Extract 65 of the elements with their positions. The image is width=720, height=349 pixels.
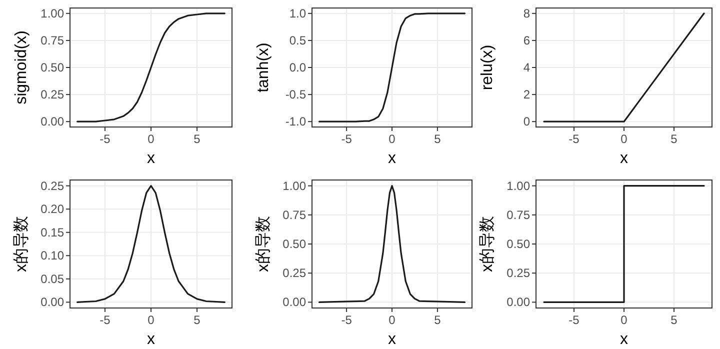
y-tick-label: 0.25 — [506, 266, 530, 280]
y-tick-label: 0.25 — [282, 266, 306, 280]
x-tick-label: 5 — [434, 132, 442, 146]
x-tick-label: 5 — [670, 313, 678, 327]
x-axis-title: x — [388, 331, 396, 348]
x-tick-label: 0 — [388, 313, 396, 327]
y-tick-label: 0.5 — [289, 33, 306, 48]
y-axis-title: x的导数 — [13, 216, 30, 272]
x-tick-label: -5 — [341, 132, 352, 146]
line-series — [76, 12, 226, 122]
y-tick-label: 0.10 — [40, 248, 64, 263]
x-tick-label: 0 — [148, 132, 155, 146]
y-tick-label: 6 — [523, 33, 530, 48]
y-tick-label: 1.00 — [506, 178, 530, 193]
y-tick-label: 2 — [523, 88, 530, 102]
y-tick-label: 1.00 — [282, 178, 306, 193]
x-tick-label: 5 — [434, 313, 442, 327]
y-tick-label: 0.50 — [506, 237, 530, 251]
y-tick-label: 0.00 — [40, 295, 64, 310]
y-axis-title: x的导数 — [479, 216, 496, 272]
x-tick-label: 0 — [388, 132, 396, 146]
x-tick-label: 5 — [194, 313, 201, 327]
y-axis-title: x的导数 — [255, 216, 272, 272]
x-axis-title: x — [620, 331, 628, 348]
line-series — [318, 12, 466, 122]
y-tick-label: 0.05 — [40, 272, 64, 286]
y-tick-label: 0.75 — [506, 208, 530, 222]
x-tick-label: 0 — [148, 313, 155, 327]
y-tick-label: 1.00 — [40, 6, 64, 20]
y-axis-title: sigmoid(x) — [13, 30, 30, 104]
x-axis-title: x — [147, 150, 155, 167]
x-tick-label: -5 — [100, 132, 111, 146]
x-tick-label: 5 — [670, 132, 678, 146]
x-tick-label: 5 — [194, 132, 201, 146]
y-tick-label: 0.25 — [40, 88, 64, 102]
y-tick-label: 0.00 — [506, 295, 530, 310]
line-series — [318, 185, 466, 303]
y-tick-label: -1.0 — [285, 114, 306, 129]
line-series — [76, 185, 226, 303]
x-axis-title: x — [620, 150, 628, 167]
y-tick-label: 0.0 — [289, 60, 306, 74]
y-tick-label: 0.00 — [40, 114, 64, 129]
x-tick-label: -5 — [568, 132, 580, 146]
y-tick-label: 0.20 — [40, 202, 64, 216]
y-tick-label: 0.75 — [40, 33, 64, 48]
x-tick-label: -5 — [100, 313, 111, 327]
x-tick-label: -5 — [568, 313, 580, 327]
y-tick-label: 1.0 — [289, 6, 306, 20]
x-tick-label: 0 — [620, 132, 628, 146]
y-tick-label: 0.50 — [282, 237, 306, 251]
x-axis-title: x — [388, 150, 396, 167]
y-axis-title: relu(x) — [479, 44, 496, 90]
y-tick-label: 0 — [523, 114, 530, 129]
y-tick-label: 0.75 — [282, 208, 306, 222]
y-axis-title: tanh(x) — [255, 42, 272, 92]
y-tick-label: 0.15 — [40, 225, 64, 240]
y-tick-label: 8 — [523, 6, 530, 20]
x-tick-label: 0 — [620, 313, 628, 327]
y-tick-label: -0.5 — [285, 88, 306, 102]
y-tick-label: 0.25 — [40, 178, 64, 193]
x-tick-label: -5 — [341, 313, 352, 327]
y-tick-label: 0.00 — [282, 295, 306, 310]
y-tick-label: 0.50 — [40, 60, 64, 74]
y-tick-label: 4 — [523, 60, 530, 74]
x-axis-title: x — [147, 331, 155, 348]
